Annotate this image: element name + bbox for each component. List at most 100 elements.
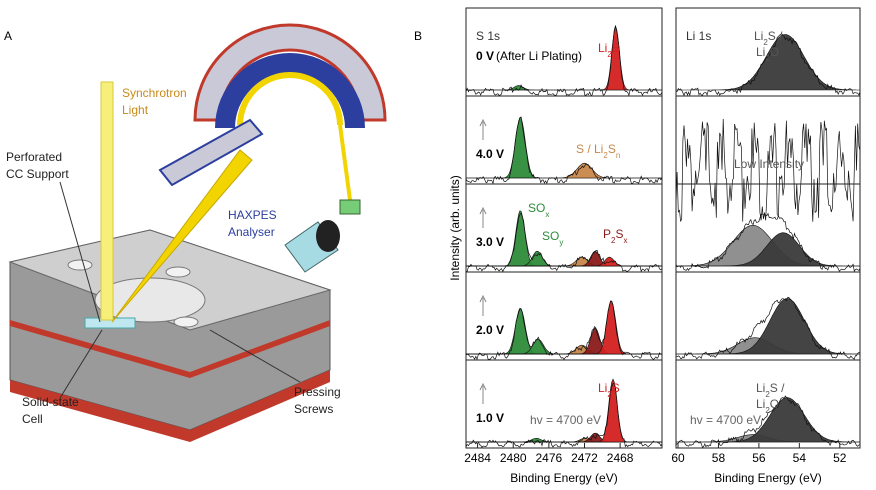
emission-cone [111,149,253,323]
label-segment: S / [770,381,785,395]
measured-spectrum [675,395,861,448]
label-segment: S [608,142,616,156]
label-segment: SO [542,229,559,243]
voltage-arrow [479,294,487,316]
screw [67,259,93,271]
pointer [59,181,101,323]
peak-label: SOy [542,229,563,247]
peak-label: SOx [528,201,549,219]
panel-letter: A [4,29,12,43]
x-axis-label: Binding Energy (eV) [714,471,821,485]
screw [165,266,191,278]
x-tick-label: 2472 [571,451,598,465]
label-segment: 2 [765,54,770,63]
cell-layer [10,320,330,378]
screw [173,316,199,328]
x-tick-label: 2468 [607,451,634,465]
voltage-label: 0 V [476,49,494,63]
measured-spectrum [675,212,861,273]
camera-lens [316,220,340,252]
label-segment: S / [768,29,783,43]
label-segment: S / Li [576,142,603,156]
label-segment: 2 [603,151,608,160]
measured-spectrum [465,116,663,185]
fit-peak [466,250,662,267]
peak-label: Li2S / [756,381,785,399]
cell-edge [10,370,330,442]
label-segment: y [559,238,563,247]
label-segment: 2 [765,390,770,399]
label-segment: S [612,381,620,395]
label-segment: Li [598,41,607,55]
voltage-label: 1.0 V [476,411,504,425]
fit-peak [466,344,662,355]
label-segment: 2 [611,236,616,245]
peak-label: P2Sx [603,227,627,245]
pointer [209,329,301,383]
label-segment: 2 [763,38,768,47]
measured-spectrum [675,33,861,97]
fit-peak [466,338,662,355]
illustration [8,23,387,442]
illustration-label: HAXPES [228,208,277,222]
x-tick-label: 54 [793,451,807,465]
peak-label: Li2S / [754,29,783,47]
voltage-label: 2.0 V [476,323,504,337]
peak-label: hv = 4700 eV [530,413,601,427]
peak-label: Li2O [756,45,779,63]
label-segment: Li [754,29,763,43]
voltage-note: (After Li Plating) [496,49,582,63]
fit-peak [676,34,860,91]
voltage-arrow [479,382,487,404]
label-segment: O [770,397,779,411]
measured-spectrum [675,296,861,360]
label-segment: S [612,41,620,55]
label-segment: 2 [607,390,612,399]
x-tick-label: 2476 [536,451,563,465]
measured-spectrum [465,25,663,97]
peak-label: Li2O [756,397,779,415]
peak-label: Low Intensity [734,157,804,171]
label-segment: 2 [765,406,770,415]
peak-label: S / Li2Sn [576,142,620,160]
electron-path [237,72,343,126]
x-tick-label: 2480 [500,451,527,465]
x-tick-label: 58 [712,451,726,465]
voltage-arrow [479,118,487,140]
label-segment: n [616,151,620,160]
measured-spectrum [465,300,663,361]
voltage-arrow [479,206,487,228]
y-axis-label: Intensity (arb. units) [448,175,462,280]
measured-spectrum [465,212,663,273]
synchrotron-beam [100,81,114,321]
x-axis-label: Binding Energy (eV) [510,471,617,485]
fit-peak [466,256,662,267]
x-tick-label: 52 [833,451,847,465]
spectrum-frame [465,359,663,449]
illustration-label: Cell [22,412,43,426]
label-segment: Li [598,381,607,395]
spectrum-frame [465,271,663,361]
label-segment: S [615,227,623,241]
illustration-label: Solid-state [22,395,79,409]
label-segment: Li [756,45,765,59]
label-segment: hv = 4700 eV [690,413,761,427]
x-tick-label: 2484 [464,451,491,465]
label-segment: P [603,227,611,241]
illustration-label: Synchrotron [122,86,187,100]
illustration-label: Pressing [294,385,341,399]
measured-spectrum [675,118,861,222]
label-segment: 2 [607,50,612,59]
detector-plate [339,199,361,215]
x-tick-label: 60 [671,451,685,465]
pointer [59,329,103,399]
label-segment: Low Intensity [734,157,804,171]
illustration-label: CC Support [6,167,69,181]
fit-peak [676,298,860,355]
fit-peak [466,162,662,179]
spectrum-frame [465,183,663,273]
illustration-label: Perforated [6,150,62,164]
voltage-label: 4.0 V [476,147,504,161]
x-tick-label: 56 [752,451,766,465]
